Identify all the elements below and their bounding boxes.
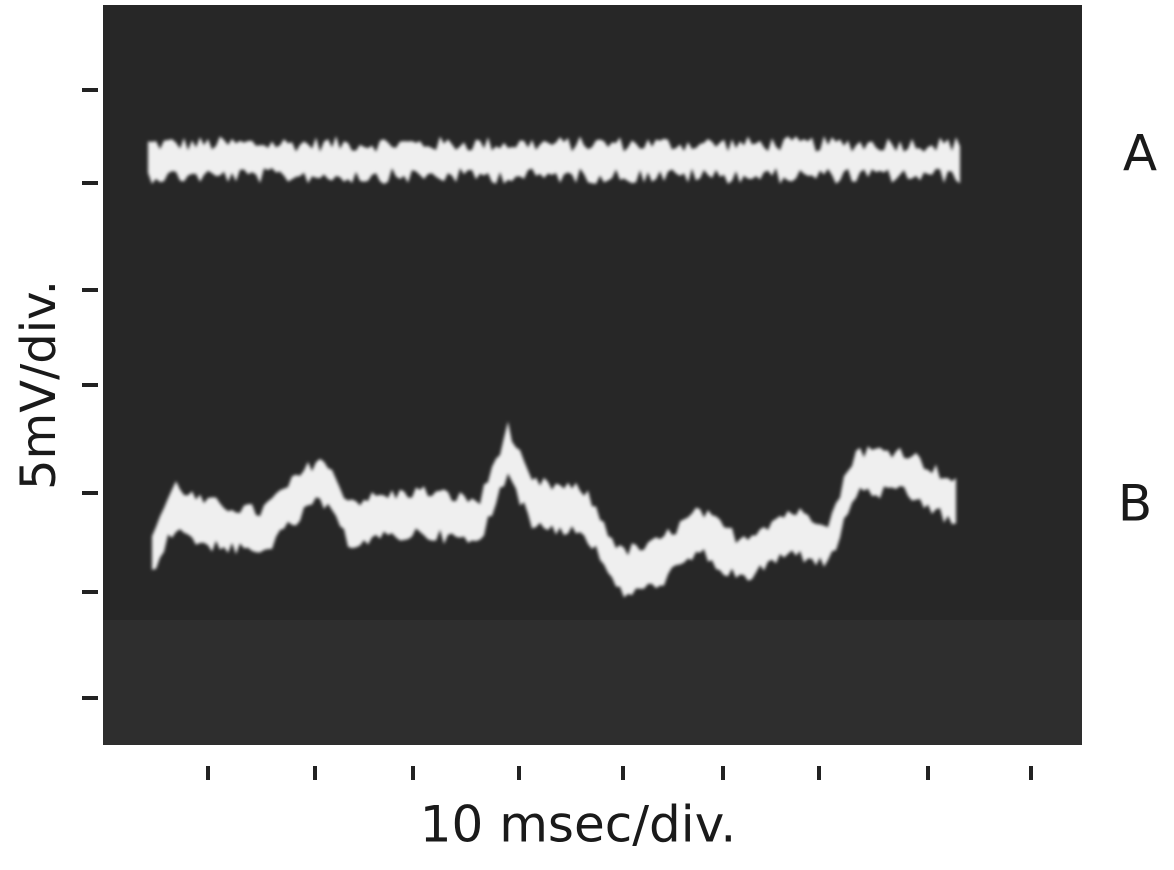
trace-label: B [1118, 475, 1152, 533]
page: A B 5mV/div. 10 msec/div. (() => { const… [0, 0, 1174, 870]
screen-shade [103, 620, 1082, 745]
y-axis-label: 5mV/div. [11, 280, 67, 490]
trace-label: A [1123, 125, 1157, 183]
oscilloscope-figure: A B 5mV/div. 10 msec/div. [0, 0, 1174, 870]
x-axis-label: 10 msec/div. [420, 796, 737, 854]
